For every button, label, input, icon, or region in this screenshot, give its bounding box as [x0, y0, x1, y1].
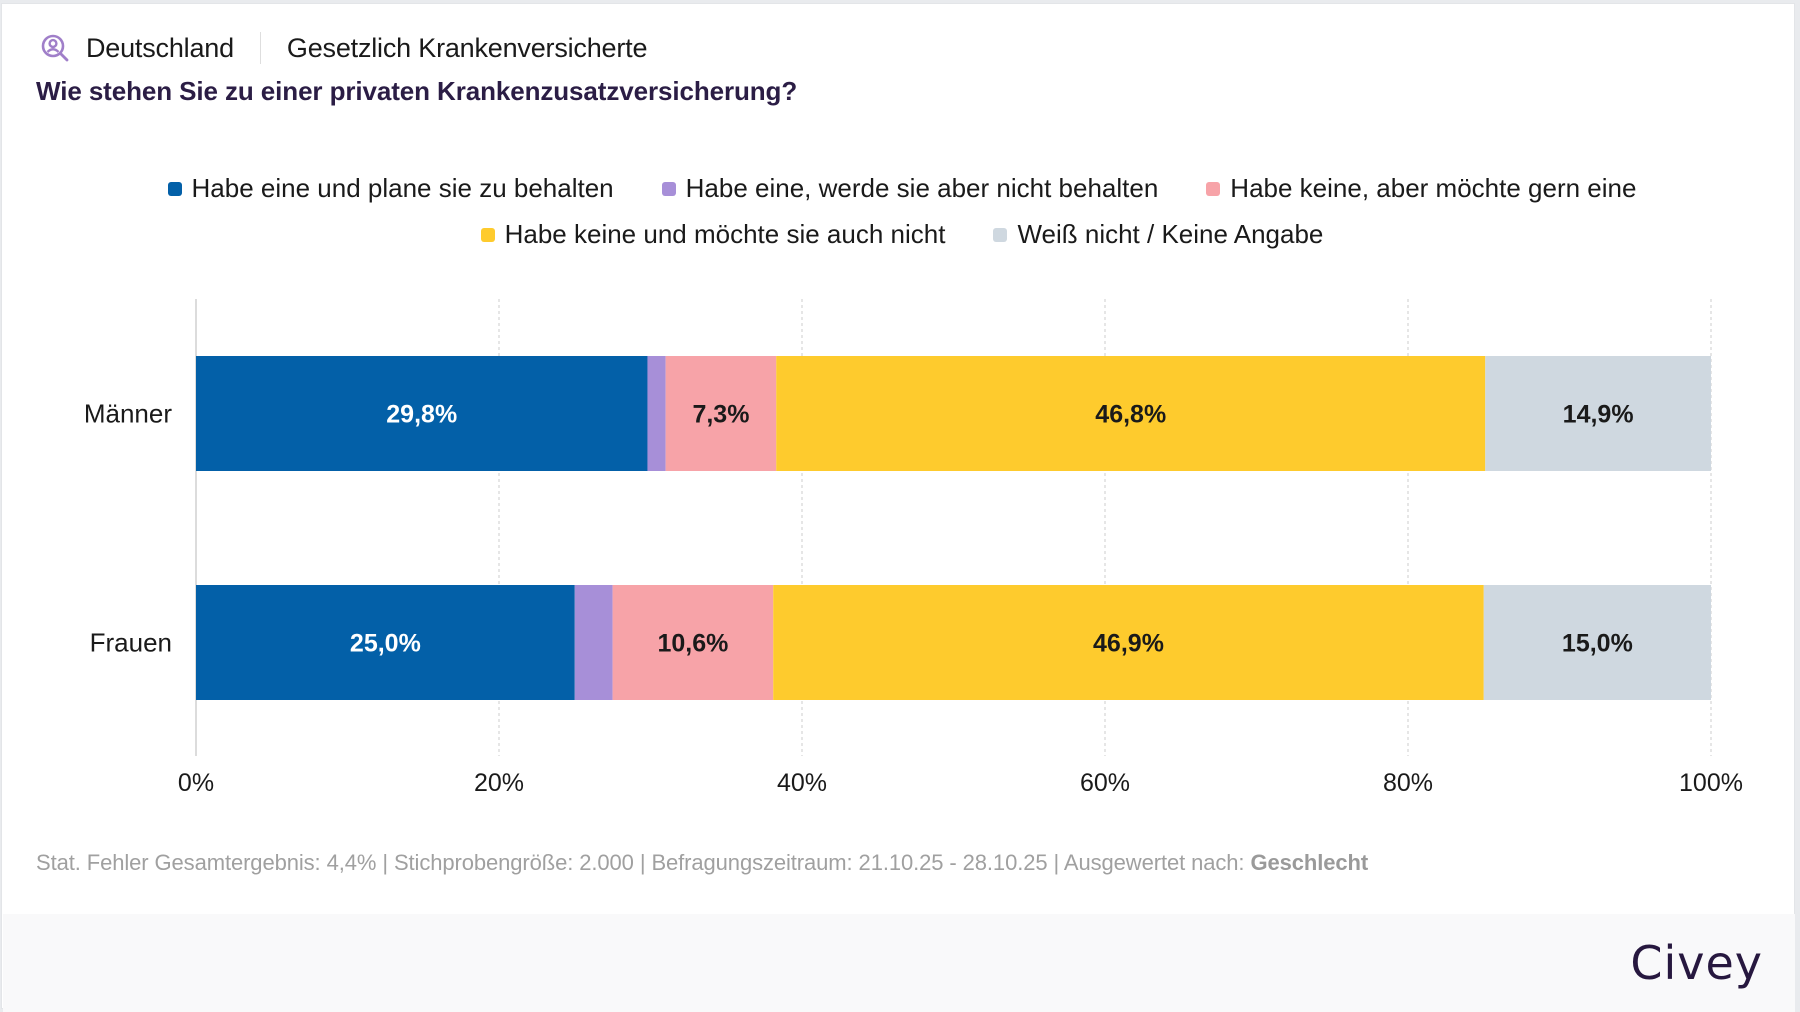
data-label: 15,0% [1562, 630, 1633, 658]
x-tick-label: 80% [1383, 769, 1433, 797]
legend-label: Habe keine und möchte sie auch nicht [504, 219, 946, 249]
data-label: 10,6% [657, 630, 728, 658]
legend-item-want-one[interactable]: Habe keine, aber möchte gern eine [1206, 173, 1636, 204]
category-label: Männer [84, 399, 172, 429]
brand-footer: Civey [3, 914, 1795, 1012]
header-divider [259, 32, 261, 64]
legend-row-2: Habe keine und möchte sie auch nicht Wei… [2, 219, 1800, 250]
legend-swatch-icon [480, 227, 495, 242]
legend-swatch-icon [661, 181, 676, 196]
bar-segment [612, 585, 774, 700]
data-label: 7,3% [692, 401, 749, 429]
data-label: 46,9% [1093, 630, 1164, 658]
bar-segment [196, 585, 575, 700]
bar-segment [1483, 585, 1711, 700]
x-tick-label: 40% [777, 769, 827, 797]
grouped-by-value: Geschlecht [1250, 850, 1369, 875]
legend-row-1: Habe eine und plane sie zu behalten Habe… [2, 173, 1800, 204]
legend-label: Habe eine und plane sie zu behalten [191, 173, 614, 203]
x-tick-label: 60% [1080, 769, 1130, 797]
x-tick-label: 20% [474, 769, 524, 797]
bar-segment [665, 356, 777, 471]
legend-label: Habe keine, aber möchte gern eine [1230, 173, 1637, 203]
data-label: 14,9% [1563, 401, 1634, 429]
bar-segment [776, 356, 1486, 471]
legend-label: Weiß nicht / Keine Angabe [1017, 219, 1324, 249]
legend-swatch-icon [993, 227, 1008, 242]
survey-stats: Stat. Fehler Gesamtergebnis: 4,4% | Stic… [36, 850, 1251, 875]
bar-segment [1485, 356, 1711, 471]
bar-segment [773, 585, 1484, 700]
data-label: 46,8% [1095, 401, 1166, 429]
civey-logo[interactable]: Civey [1630, 936, 1763, 990]
data-label: 25,0% [350, 630, 421, 658]
x-tick-label: 100% [1679, 769, 1743, 797]
header-row: Deutschland Gesetzlich Krankenversichert… [40, 30, 647, 66]
legend-swatch-icon [1206, 181, 1221, 196]
legend-item-will-not-keep[interactable]: Habe eine, werde sie aber nicht behalten [661, 173, 1159, 204]
question-title: Wie stehen Sie zu einer privaten Kranken… [36, 76, 798, 106]
legend-swatch-icon [167, 181, 182, 196]
population-label: Gesetzlich Krankenversicherte [286, 32, 648, 63]
data-label: 29,8% [386, 401, 457, 429]
chart-card: Deutschland Gesetzlich Krankenversichert… [1, 3, 1795, 1012]
survey-info: Stat. Fehler Gesamtergebnis: 4,4% | Stic… [36, 850, 1368, 876]
legend-item-dont-know[interactable]: Weiß nicht / Keine Angabe [993, 219, 1323, 250]
legend-item-dont-want[interactable]: Habe keine und möchte sie auch nicht [480, 219, 946, 250]
bar-segment [574, 585, 613, 700]
x-tick-label: 0% [178, 769, 214, 797]
region-label: Deutschland [86, 32, 234, 63]
legend-item-keep[interactable]: Habe eine und plane sie zu behalten [167, 173, 614, 204]
bar-segment [647, 356, 666, 471]
category-label: Frauen [90, 628, 172, 658]
legend-label: Habe eine, werde sie aber nicht behalten [685, 173, 1159, 203]
bar-segment [196, 356, 648, 471]
user-search-icon [40, 33, 70, 63]
